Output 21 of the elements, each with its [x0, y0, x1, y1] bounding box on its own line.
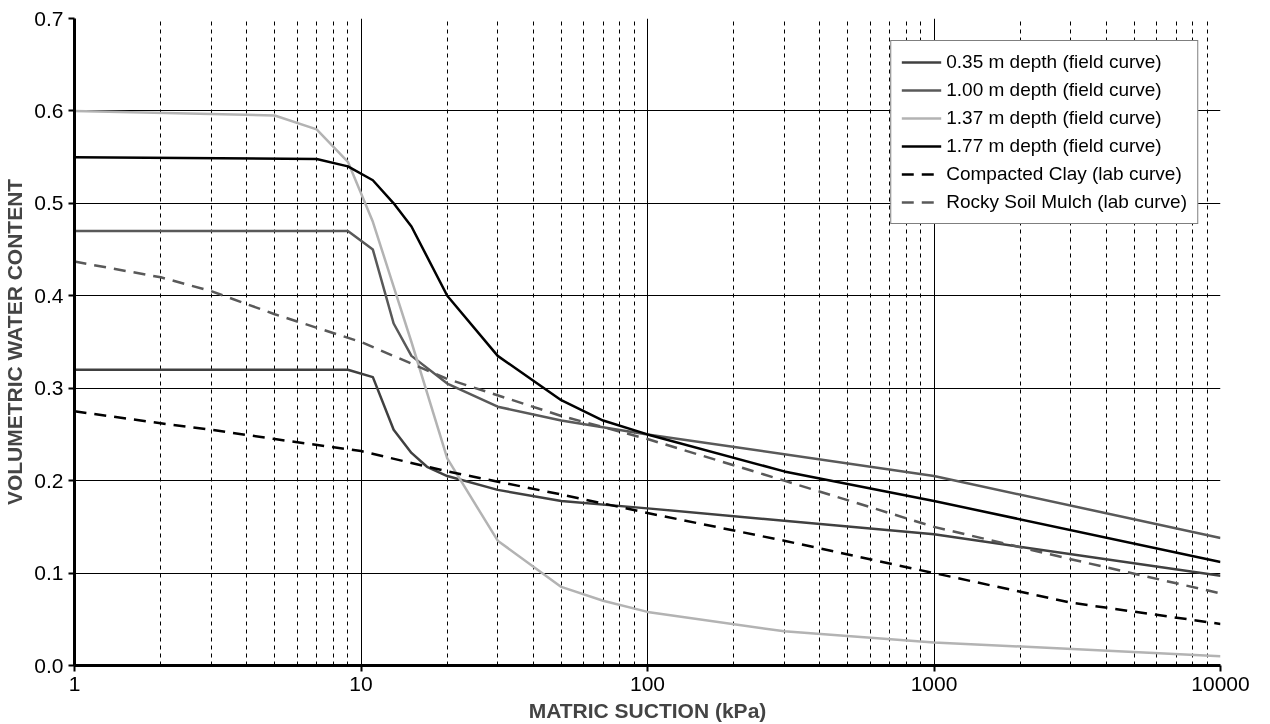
x-axis-title: MATRIC SUCTION (kPa) — [528, 698, 767, 722]
y-tick-label: 0.4 — [34, 283, 64, 307]
legend-label: 1.37 m depth (field curve) — [946, 107, 1162, 129]
x-tick-label: 1000 — [910, 671, 958, 695]
y-tick-label: 0.5 — [34, 191, 64, 215]
y-tick-label: 0.1 — [34, 561, 64, 585]
y-tick-label: 0.2 — [34, 468, 64, 492]
legend-label: 1.77 m depth (field curve) — [946, 135, 1162, 157]
y-tick-label: 0.7 — [34, 6, 64, 30]
legend-label: Compacted Clay (lab curve) — [946, 163, 1182, 185]
x-tick-label: 100 — [629, 671, 666, 695]
y-tick-label: 0.6 — [34, 98, 64, 122]
legend-label: 1.00 m depth (field curve) — [946, 79, 1162, 101]
y-axis-title: VOLUMETRIC WATER CONTENT — [3, 178, 27, 506]
x-tick-label: 10000 — [1191, 671, 1250, 695]
legend-label: 0.35 m depth (field curve) — [946, 51, 1162, 73]
y-tick-label: 0.0 — [34, 653, 64, 677]
x-tick-label: 1 — [68, 671, 81, 695]
y-tick-label: 0.3 — [34, 376, 64, 400]
x-tick-label: 10 — [349, 671, 373, 695]
legend-label: Rocky Soil Mulch (lab curve) — [946, 191, 1187, 213]
